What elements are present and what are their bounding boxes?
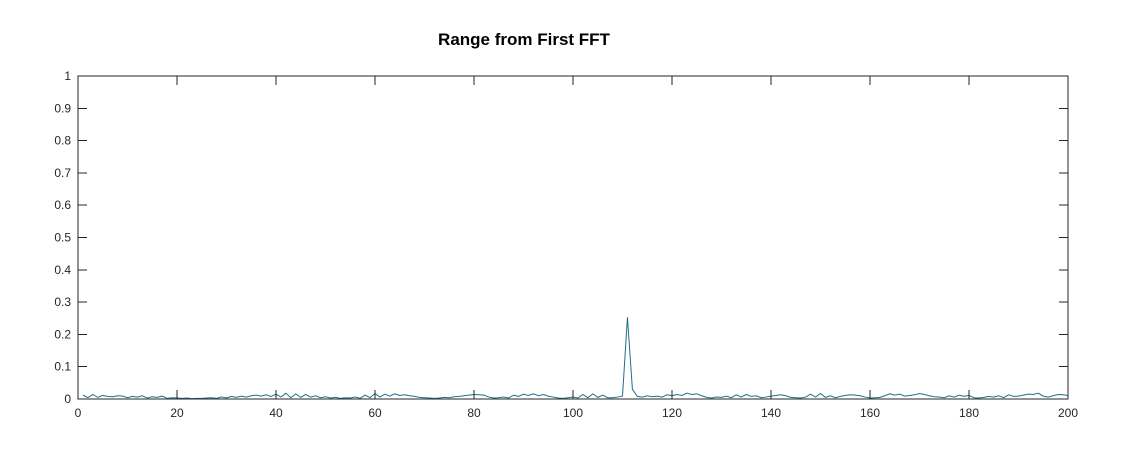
- y-tick-label: 0.8: [54, 134, 71, 148]
- x-tick-label: 180: [959, 406, 979, 420]
- x-tick-label: 100: [563, 406, 583, 420]
- tick-labels-layer: 0 20 40 60 80 100 120 140 160 180 200 0 0.1 0.2 0.3 0.4…: [54, 69, 1078, 420]
- y-tick-label: 0.5: [54, 231, 71, 245]
- x-tick-label: 160: [860, 406, 880, 420]
- y-tick-label: 0: [64, 392, 71, 406]
- y-tick-label: 0.9: [54, 101, 71, 115]
- series-line-0: [82, 317, 1069, 400]
- y-tick-label: 0.2: [54, 327, 71, 341]
- x-tick-label: 120: [662, 406, 682, 420]
- y-tick-label: 0.3: [54, 295, 71, 309]
- y-tick-label: 0.6: [54, 198, 71, 212]
- axes-layer: [77, 75, 1069, 400]
- chart-title: Range from First FFT: [438, 30, 611, 49]
- x-tick-label: 140: [761, 406, 781, 420]
- x-tick-label: 200: [1058, 406, 1078, 420]
- y-tick-label: 0.7: [54, 166, 71, 180]
- x-tick-label: 0: [75, 406, 82, 420]
- x-tick-label: 60: [368, 406, 382, 420]
- x-tick-label: 80: [467, 406, 481, 420]
- plot-box: [77, 75, 1069, 400]
- y-tick-label: 0.4: [54, 263, 71, 277]
- x-tick-label: 20: [170, 406, 184, 420]
- ticks-layer: [77, 75, 1069, 400]
- series-layer: [82, 317, 1069, 400]
- y-tick-label: 0.1: [54, 360, 71, 374]
- x-tick-label: 40: [269, 406, 283, 420]
- y-tick-label: 1: [64, 69, 71, 83]
